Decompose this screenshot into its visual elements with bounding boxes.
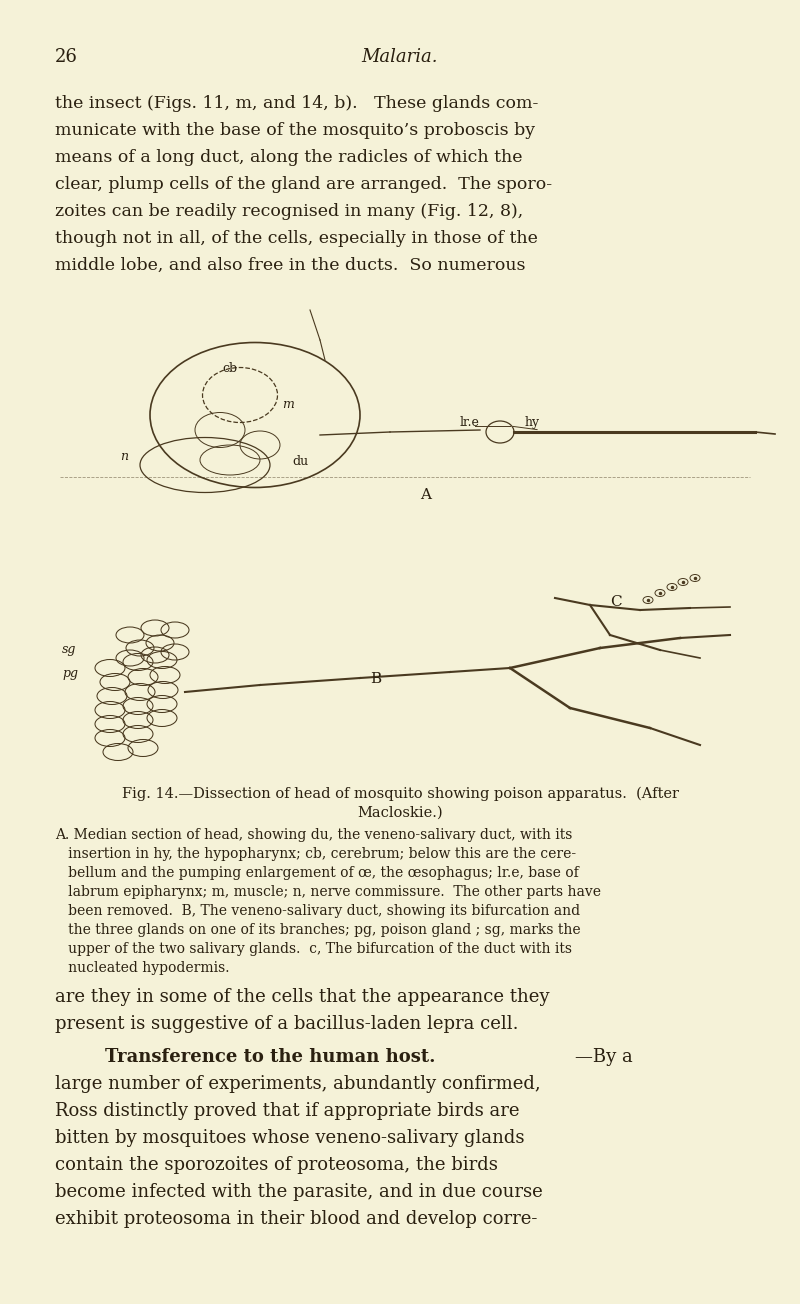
Text: pg: pg	[62, 668, 78, 679]
Text: insertion in hy, the hypopharynx; cb, cerebrum; below this are the cere-: insertion in hy, the hypopharynx; cb, ce…	[55, 848, 576, 861]
Text: Macloskie.): Macloskie.)	[357, 806, 443, 820]
Text: municate with the base of the mosquito’s proboscis by: municate with the base of the mosquito’s…	[55, 123, 535, 140]
Text: lr.e: lr.e	[460, 416, 480, 429]
Text: A: A	[420, 488, 431, 502]
Text: sg: sg	[62, 643, 76, 656]
Text: means of a long duct, along the radicles of which the: means of a long duct, along the radicles…	[55, 149, 522, 166]
Text: upper of the two salivary glands.  c, The bifurcation of the duct with its: upper of the two salivary glands. c, The…	[55, 941, 572, 956]
Text: m: m	[282, 398, 294, 411]
Text: the insect (Figs. 11, m, and 14, b).   These glands com-: the insect (Figs. 11, m, and 14, b). The…	[55, 95, 538, 112]
Text: A. Median section of head, showing du, the veneno-salivary duct, with its: A. Median section of head, showing du, t…	[55, 828, 572, 842]
Text: hy: hy	[525, 416, 540, 429]
Text: large number of experiments, abundantly confirmed,: large number of experiments, abundantly …	[55, 1074, 541, 1093]
Text: Malaria.: Malaria.	[362, 48, 438, 67]
Text: labrum epipharynx; m, muscle; n, nerve commissure.  The other parts have: labrum epipharynx; m, muscle; n, nerve c…	[55, 885, 601, 898]
Text: the three glands on one of its branches; pg, poison gland ; sg, marks the: the three glands on one of its branches;…	[55, 923, 581, 938]
Text: zoites can be readily recognised in many (Fig. 12, 8),: zoites can be readily recognised in many…	[55, 203, 523, 220]
Text: Transference to the human host.: Transference to the human host.	[105, 1048, 435, 1065]
Text: present is suggestive of a bacillus-laden lepra cell.: present is suggestive of a bacillus-lade…	[55, 1015, 518, 1033]
Text: are they in some of the cells that the appearance they: are they in some of the cells that the a…	[55, 988, 550, 1005]
Text: exhibit proteosoma in their blood and develop corre-: exhibit proteosoma in their blood and de…	[55, 1210, 538, 1228]
Text: bellum and the pumping enlargement of œ, the œsophagus; lr.e, base of: bellum and the pumping enlargement of œ,…	[55, 866, 578, 880]
Text: C: C	[610, 595, 622, 609]
Text: contain the sporozoites of proteosoma, the birds: contain the sporozoites of proteosoma, t…	[55, 1157, 498, 1174]
Text: 26: 26	[55, 48, 78, 67]
Text: n: n	[120, 450, 128, 463]
Text: du: du	[292, 455, 308, 468]
Text: Fig. 14.—Dissection of head of mosquito showing poison apparatus.  (After: Fig. 14.—Dissection of head of mosquito …	[122, 788, 678, 802]
Text: been removed.  B, The veneno-salivary duct, showing its bifurcation and: been removed. B, The veneno-salivary duc…	[55, 904, 580, 918]
Text: bitten by mosquitoes whose veneno-salivary glands: bitten by mosquitoes whose veneno-saliva…	[55, 1129, 525, 1148]
Text: though not in all, of the cells, especially in those of the: though not in all, of the cells, especia…	[55, 230, 538, 246]
Text: nucleated hypodermis.: nucleated hypodermis.	[55, 961, 230, 975]
Text: become infected with the parasite, and in due course: become infected with the parasite, and i…	[55, 1183, 542, 1201]
Text: B: B	[370, 672, 381, 686]
Text: —By a: —By a	[575, 1048, 633, 1065]
Text: Ross distinctly proved that if appropriate birds are: Ross distinctly proved that if appropria…	[55, 1102, 519, 1120]
Text: cb: cb	[222, 363, 237, 376]
Text: clear, plump cells of the gland are arranged.  The sporo-: clear, plump cells of the gland are arra…	[55, 176, 552, 193]
Text: middle lobe, and also free in the ducts.  So numerous: middle lobe, and also free in the ducts.…	[55, 257, 526, 274]
